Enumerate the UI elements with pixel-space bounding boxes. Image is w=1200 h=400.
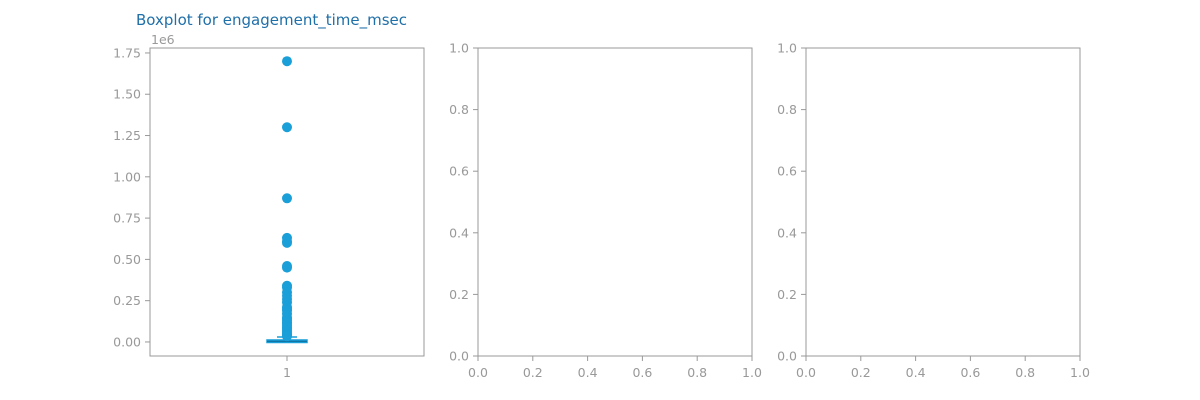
x-tick-label: 0.4 — [578, 365, 598, 380]
axes-frame — [477, 47, 753, 357]
y-tick-label: 0.75 — [113, 211, 141, 226]
outlier-point — [282, 262, 292, 273]
outlier-point — [282, 122, 292, 133]
y-tick-label: 1.50 — [113, 87, 141, 102]
x-tick-label: 1.0 — [1070, 365, 1090, 380]
x-tick-label: 1.0 — [742, 365, 762, 380]
y-tick-label: 0.25 — [113, 293, 141, 308]
x-tick-label: 1 — [283, 365, 291, 380]
y-tick-label: 0.50 — [113, 252, 141, 267]
y-tick-label: 1.0 — [777, 41, 797, 56]
y-scale-label: 1e6 — [151, 32, 175, 47]
x-tick-label: 0.0 — [468, 365, 488, 380]
y-tick-label: 0.6 — [449, 164, 469, 179]
y-tick-label: 0.0 — [449, 349, 469, 364]
x-tick-label: 0.6 — [960, 365, 980, 380]
x-tick-label: 0.4 — [906, 365, 926, 380]
outlier-point — [282, 237, 292, 248]
y-tick-label: 0.8 — [449, 102, 469, 117]
y-tick-label: 0.2 — [777, 287, 797, 302]
y-tick-label: 0.2 — [449, 287, 469, 302]
x-tick-label: 0.2 — [523, 365, 543, 380]
x-tick-label: 0.0 — [796, 365, 816, 380]
y-tick-label: 0.00 — [113, 334, 141, 349]
axes-frame — [805, 47, 1081, 357]
x-tick-label: 0.8 — [687, 365, 707, 380]
y-tick-label: 0.8 — [777, 102, 797, 117]
y-tick-label: 1.0 — [449, 41, 469, 56]
y-tick-label: 0.0 — [777, 349, 797, 364]
outlier-point — [282, 193, 292, 204]
outlier-point — [282, 331, 292, 342]
x-tick-label: 0.6 — [632, 365, 652, 380]
chart-title: Boxplot for engagement_time_msec — [136, 11, 407, 30]
empty-panel-2: 0.0 0.2 0.4 0.6 0.8 1.0 0.0 0.2 0.4 0.6 0.8 1.0 — [449, 41, 762, 381]
x-tick-label: 0.8 — [1015, 365, 1035, 380]
y-tick-label: 0.4 — [777, 225, 797, 240]
y-tick-label: 1.00 — [113, 169, 141, 184]
y-tick-label: 1.75 — [113, 45, 141, 60]
outlier-point — [282, 56, 292, 67]
x-tick-label: 0.2 — [851, 365, 871, 380]
y-tick-label: 0.6 — [777, 164, 797, 179]
empty-panel-3: 0.0 0.2 0.4 0.6 0.8 1.0 0.0 0.2 0.4 0.6 0.8 1.0 — [777, 41, 1090, 381]
y-tick-label: 0.4 — [449, 225, 469, 240]
boxplot-panel: 0.00 0.25 0.50 0.75 1.00 1.25 1.50 1.75 1 — [113, 45, 425, 380]
y-tick-label: 1.25 — [113, 128, 141, 143]
